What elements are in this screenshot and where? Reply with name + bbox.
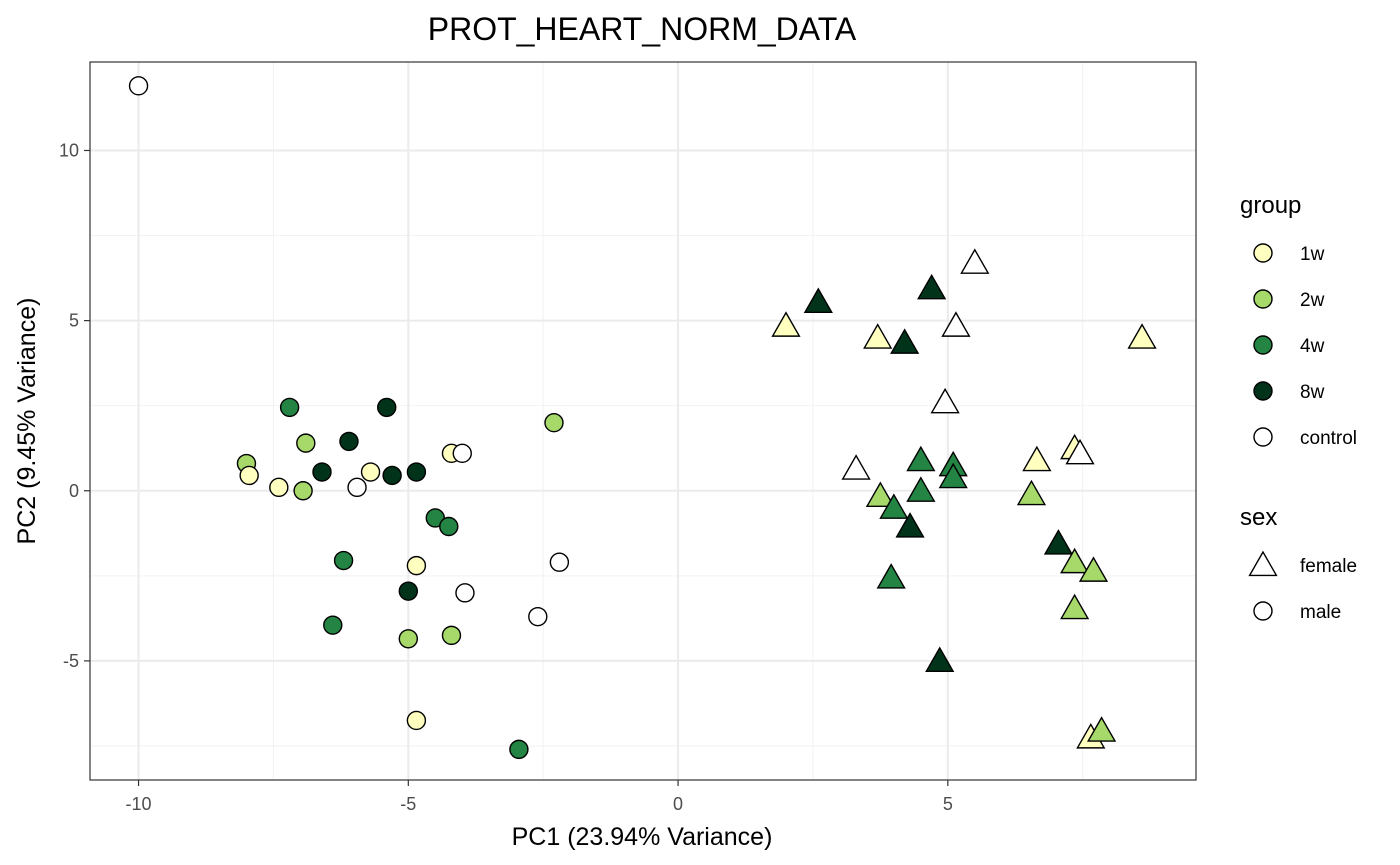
- data-point-4w-male: [333, 550, 354, 571]
- data-point-control-female: [960, 248, 990, 274]
- data-point-2w-female: [1078, 556, 1109, 582]
- legend-key-8w: [1253, 381, 1273, 401]
- data-point-4w-male: [279, 397, 300, 418]
- y-tick-label: 5: [69, 311, 79, 331]
- data-point-2w-female: [1060, 547, 1090, 574]
- legend-label-8w: 8w: [1300, 382, 1325, 403]
- data-point-1w-female: [863, 323, 893, 349]
- y-tick-label: 10: [59, 140, 79, 160]
- legend-key-4w: [1253, 335, 1273, 355]
- data-point-control-female: [930, 387, 960, 414]
- legend-label-1w: 1w: [1300, 244, 1325, 265]
- x-tick-label: 0: [673, 794, 683, 814]
- legend-key-2w: [1253, 289, 1273, 309]
- data-point-8w-male: [398, 581, 419, 601]
- data-point-8w-female: [895, 512, 925, 538]
- data-point-1w-male: [360, 462, 381, 482]
- data-point-2w-male: [441, 625, 462, 646]
- data-point-control-female: [1065, 438, 1095, 465]
- data-point-1w-male: [269, 477, 289, 498]
- legend-label-4w: 4w: [1300, 336, 1325, 357]
- data-point-control-female: [941, 311, 971, 337]
- data-point-8w-male: [312, 462, 332, 482]
- data-point-control-male: [452, 443, 472, 464]
- data-point-8w-male: [406, 462, 427, 482]
- data-point-4w-male: [509, 739, 529, 760]
- data-point-1w-female: [771, 311, 801, 337]
- data-point-4w-female: [938, 462, 968, 489]
- data-point-control-female: [841, 454, 871, 480]
- data-point-8w-male: [339, 431, 359, 452]
- data-point-8w-male: [377, 397, 397, 418]
- x-tick-label: 5: [943, 794, 953, 814]
- y-tick-label: 0: [69, 481, 79, 501]
- data-point-4w-male: [439, 516, 459, 537]
- data-point-4w-female: [876, 563, 906, 589]
- data-point-1w-male: [239, 465, 259, 486]
- data-point-control-male: [528, 606, 548, 627]
- legend-title-sex: sex: [1240, 504, 1277, 531]
- y-axis-title: PC2 (9.45% Variance): [13, 298, 41, 545]
- data-point-8w-female: [925, 646, 955, 673]
- x-tick-label: -10: [126, 794, 152, 814]
- data-point-control-male: [549, 552, 570, 572]
- data-point-8w-female: [1043, 529, 1074, 555]
- data-point-2w-male: [544, 413, 564, 433]
- data-point-2w-female: [865, 481, 895, 507]
- data-point-4w-male: [323, 615, 343, 635]
- data-point-4w-female: [906, 476, 936, 502]
- y-axis-ticks: -5 0 5 10: [59, 140, 90, 671]
- plot-panel-border: [89, 61, 1197, 781]
- data-point-1w-male: [406, 710, 427, 731]
- legend-key-female: [1248, 550, 1278, 577]
- data-point-8w-female: [803, 287, 833, 314]
- data-point-2w-male: [293, 481, 313, 501]
- data-point-2w-female: [1086, 716, 1117, 742]
- data-point-2w-female: [1060, 593, 1090, 620]
- legend-key-male: [1253, 601, 1273, 621]
- chart-title: PROT_HEART_NORM_DATA: [428, 11, 857, 47]
- data-point-4w-female: [906, 445, 936, 472]
- grid: [90, 62, 1196, 780]
- data-point-8w-female: [890, 328, 920, 354]
- data-points: [128, 76, 1157, 760]
- data-point-2w-male: [296, 433, 316, 453]
- legend-label-control: control: [1300, 428, 1357, 449]
- legend-key-1w: [1253, 243, 1273, 263]
- legend-label-female: female: [1300, 556, 1357, 577]
- legend-title-group: group: [1240, 192, 1301, 219]
- legend: group 1w 2w 4w 8w control sex female male: [1240, 192, 1357, 623]
- y-tick-label: -5: [63, 651, 79, 671]
- data-point-2w-male: [398, 629, 419, 649]
- legend-label-male: male: [1300, 602, 1341, 623]
- data-point-control-male: [455, 583, 475, 603]
- x-axis-ticks: -10 -5 0 5: [126, 780, 953, 814]
- data-point-4w-female: [879, 493, 909, 519]
- x-tick-label: -5: [400, 794, 416, 814]
- data-point-control-male: [128, 76, 149, 96]
- data-point-2w-female: [1016, 479, 1047, 506]
- legend-label-2w: 2w: [1300, 290, 1325, 311]
- data-point-1w-female: [1127, 323, 1157, 349]
- data-point-1w-female: [1022, 445, 1052, 472]
- data-point-8w-female: [917, 273, 947, 300]
- x-axis-title: PC1 (23.94% Variance): [512, 823, 773, 851]
- data-point-1w-male: [406, 555, 427, 576]
- legend-key-control: [1253, 427, 1273, 447]
- data-point-8w-male: [382, 465, 402, 486]
- data-point-control-male: [347, 477, 367, 498]
